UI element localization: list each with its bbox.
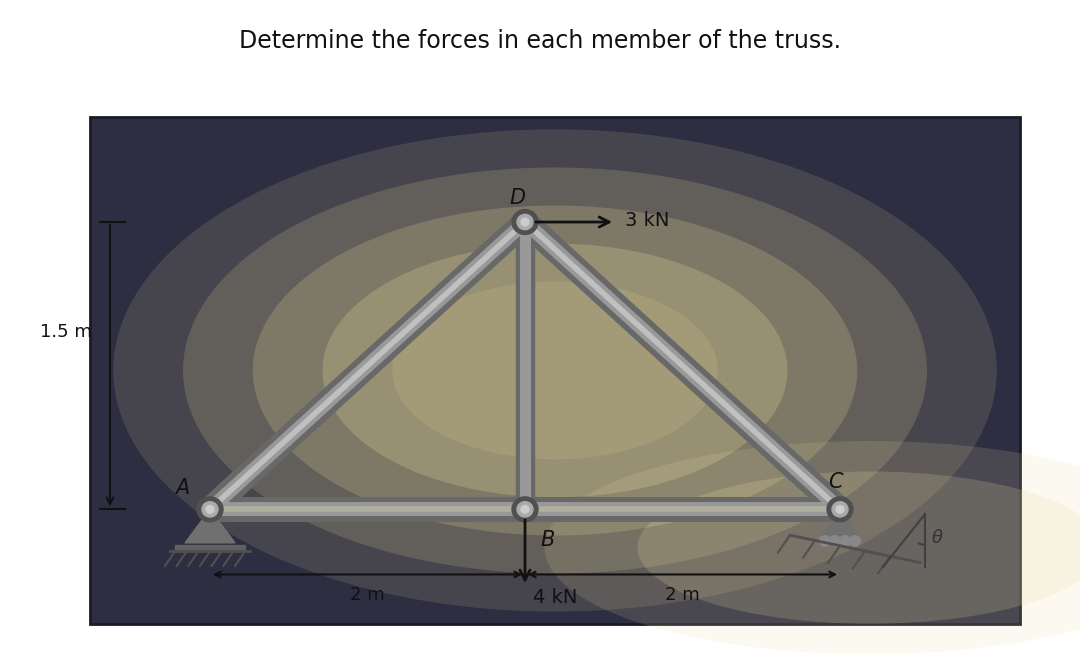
Text: $\theta$: $\theta$ [931, 529, 944, 547]
Circle shape [512, 497, 538, 522]
Polygon shape [185, 509, 235, 543]
Text: Determine the forces in each member of the truss.: Determine the forces in each member of t… [239, 29, 841, 54]
Circle shape [206, 505, 214, 513]
Circle shape [832, 502, 848, 517]
Text: D: D [509, 187, 525, 208]
Text: 2 m: 2 m [665, 586, 700, 604]
Ellipse shape [392, 281, 718, 459]
Circle shape [512, 210, 538, 234]
Circle shape [202, 502, 218, 517]
Circle shape [827, 497, 853, 522]
Ellipse shape [637, 471, 1080, 624]
Circle shape [517, 214, 534, 230]
Text: C: C [827, 472, 842, 492]
Text: 3 kN: 3 kN [625, 211, 670, 230]
Circle shape [521, 218, 529, 226]
Ellipse shape [323, 244, 787, 498]
Circle shape [820, 535, 831, 546]
Circle shape [197, 497, 222, 522]
Polygon shape [90, 117, 1020, 624]
Ellipse shape [113, 129, 997, 612]
Circle shape [829, 535, 840, 546]
Circle shape [517, 502, 534, 517]
Circle shape [836, 505, 843, 513]
Text: B: B [540, 530, 554, 550]
Ellipse shape [183, 167, 927, 573]
Polygon shape [175, 545, 245, 552]
Circle shape [850, 535, 861, 546]
Circle shape [521, 505, 529, 513]
Text: 1.5 m: 1.5 m [40, 323, 92, 341]
Text: 2 m: 2 m [350, 586, 384, 604]
Text: A: A [175, 478, 189, 498]
Polygon shape [822, 509, 858, 536]
Ellipse shape [253, 206, 858, 535]
Text: 4 kN: 4 kN [534, 588, 578, 607]
Circle shape [839, 535, 851, 546]
Ellipse shape [544, 441, 1080, 653]
